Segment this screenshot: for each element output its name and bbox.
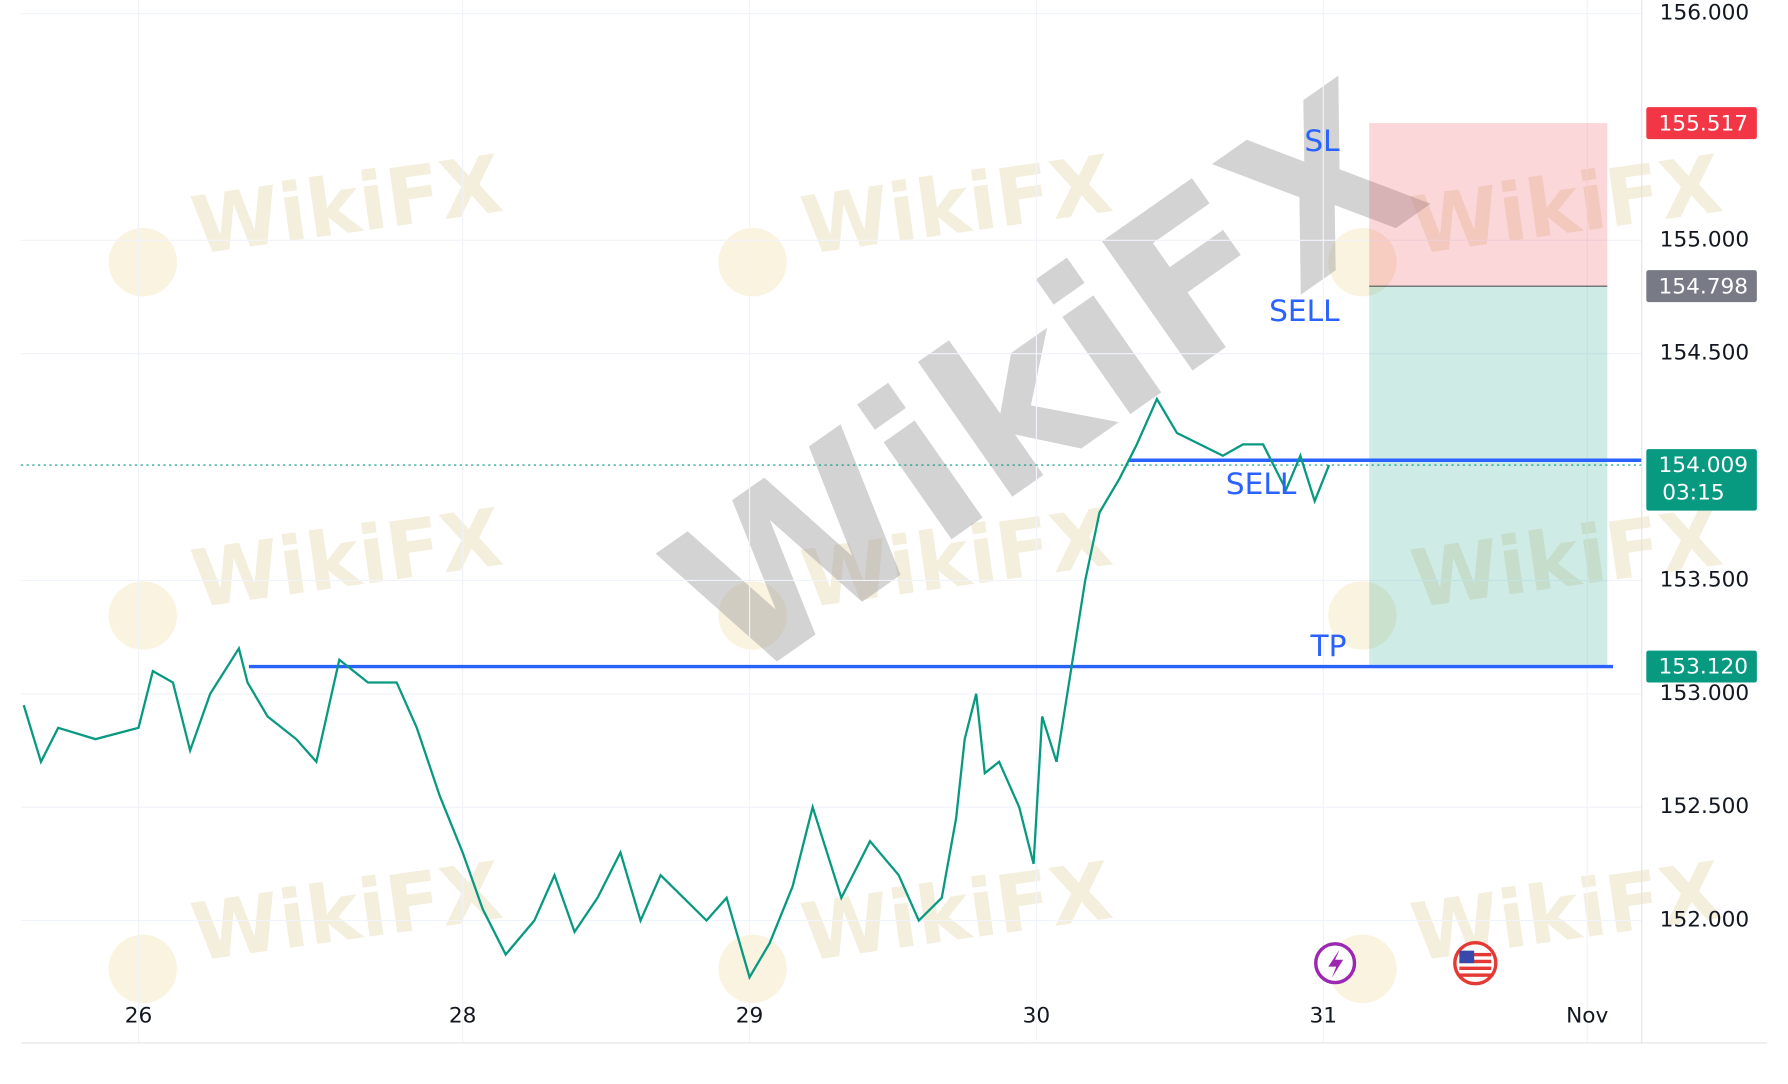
y-tick-label: 155.000 bbox=[1660, 227, 1750, 252]
y-tick-label: 154.500 bbox=[1660, 341, 1750, 366]
countdown-label: 03:15 bbox=[1662, 481, 1724, 506]
y-tick-label: 153.000 bbox=[1660, 681, 1750, 706]
watermark-logo bbox=[108, 227, 178, 297]
watermark-logo bbox=[108, 581, 178, 650]
lightning-icon[interactable] bbox=[1314, 942, 1357, 985]
position-tool bbox=[1369, 123, 1608, 667]
y-tick-label: 152.000 bbox=[1660, 908, 1750, 933]
y-tick-label: 152.500 bbox=[1660, 794, 1750, 819]
price-badge bbox=[1646, 270, 1757, 303]
watermark-logo bbox=[718, 227, 787, 297]
plot bbox=[20, 123, 1642, 981]
watermark-logo bbox=[1328, 227, 1397, 297]
price-badge bbox=[1646, 449, 1757, 511]
x-tick-label: 30 bbox=[1023, 1004, 1051, 1029]
annotation: SL bbox=[1304, 123, 1340, 158]
x-tick-label: 26 bbox=[125, 1004, 153, 1029]
watermark-logo bbox=[718, 581, 787, 650]
price-badge-label: 153.120 bbox=[1659, 655, 1749, 680]
x-tick-label: Nov bbox=[1566, 1004, 1608, 1029]
annotation: SELL bbox=[1226, 466, 1297, 501]
price-badge bbox=[1646, 650, 1757, 683]
x-tick-label: 31 bbox=[1310, 1004, 1338, 1029]
x-tick-label: 28 bbox=[449, 1004, 477, 1029]
stop-zone bbox=[1369, 123, 1608, 287]
annotation: SELL bbox=[1269, 293, 1340, 328]
target-zone bbox=[1369, 286, 1608, 667]
watermark-logo bbox=[1328, 581, 1397, 650]
grid bbox=[20, 0, 1642, 1043]
y-tick-label: 156.000 bbox=[1660, 1, 1750, 26]
x-tick-label: 29 bbox=[736, 1004, 764, 1029]
price-line bbox=[22, 396, 1331, 981]
annotation: TP bbox=[1310, 628, 1347, 663]
price-badge-label: 154.009 bbox=[1659, 453, 1749, 478]
us-flag-icon[interactable] bbox=[1453, 940, 1498, 986]
y-tick-label: 153.500 bbox=[1660, 567, 1750, 592]
watermark-logo bbox=[108, 934, 178, 1004]
watermark-logo bbox=[718, 934, 787, 1004]
price-badge bbox=[1646, 107, 1757, 140]
price-badge-label: 154.798 bbox=[1659, 274, 1749, 299]
price-badge-label: 155.517 bbox=[1659, 111, 1749, 136]
